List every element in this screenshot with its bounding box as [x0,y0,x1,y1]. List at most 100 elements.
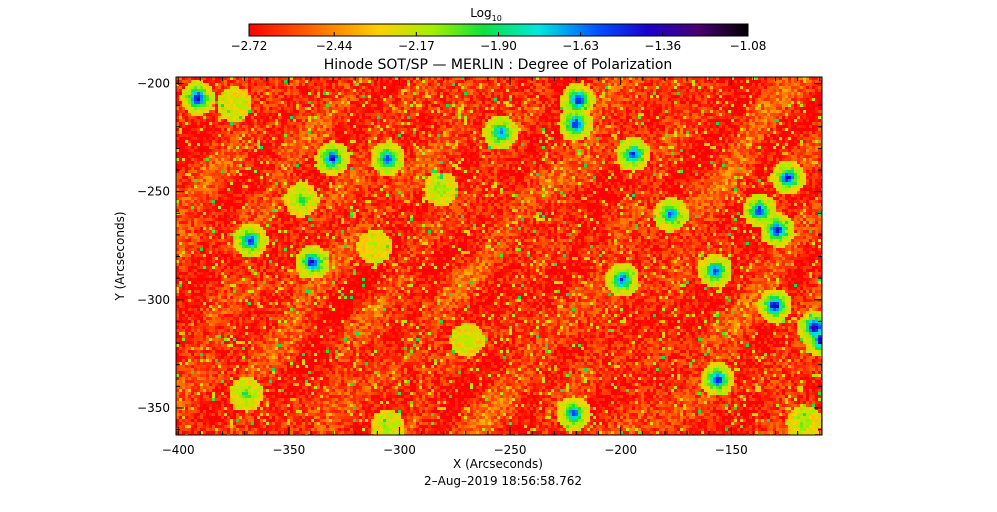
heatmap-cell [488,128,491,131]
heatmap-cell [749,80,752,83]
heatmap-cell [410,137,413,140]
heatmap-cell [278,80,281,83]
heatmap-cell [329,98,332,101]
heatmap-cell [647,110,650,113]
heatmap-cell [719,140,722,143]
heatmap-cell [611,95,614,98]
heatmap-cell [743,83,746,86]
heatmap-cell [632,95,635,98]
heatmap-cell [710,110,713,113]
heatmap-cell [437,143,440,146]
heatmap-cell [386,89,389,92]
heatmap-cell [485,98,488,101]
heatmap-cell [578,134,581,137]
heatmap-cell [803,104,806,107]
heatmap-cell [719,113,722,116]
heatmap-cell [773,80,776,83]
heatmap-cell [785,83,788,86]
heatmap-cell [194,104,197,107]
heatmap-cell [215,119,218,122]
heatmap-cell [458,104,461,107]
heatmap-cell [251,107,254,110]
heatmap-cell [662,92,665,95]
heatmap-cell [683,113,686,116]
heatmap-cell [578,131,581,134]
heatmap-cell [692,92,695,95]
heatmap-cell [533,104,536,107]
heatmap-cell [695,92,698,95]
heatmap-cell [638,140,641,143]
heatmap-cell [215,110,218,113]
heatmap-cell [797,116,800,119]
heatmap-cell [512,119,515,122]
heatmap-cell [581,119,584,122]
heatmap-cell [437,104,440,107]
heatmap-cell [431,116,434,119]
heatmap-cell [365,128,368,131]
heatmap-cell [644,131,647,134]
heatmap-cell [536,119,539,122]
heatmap-cell [794,86,797,89]
heatmap-cell [482,107,485,110]
heatmap-cell [341,134,344,137]
heatmap-cell [272,116,275,119]
heatmap-cell [584,116,587,119]
heatmap-cell [380,95,383,98]
heatmap-cell [812,140,815,143]
heatmap-cell [455,86,458,89]
heatmap-cell [494,137,497,140]
heatmap-cell [752,92,755,95]
heatmap-cell [248,143,251,146]
heatmap-cell [746,77,749,80]
heatmap-cell [452,125,455,128]
heatmap-cell [275,80,278,83]
heatmap-cell [674,131,677,134]
heatmap-cell [569,95,572,98]
heatmap-cell [245,98,248,101]
heatmap-cell [344,107,347,110]
heatmap-cell [266,140,269,143]
heatmap-cell [203,113,206,116]
heatmap-cell [236,128,239,131]
heatmap-cell [737,86,740,89]
heatmap-cell [740,86,743,89]
heatmap-cell [284,128,287,131]
heatmap-cell [581,107,584,110]
heatmap-cell [443,125,446,128]
heatmap-cell [410,101,413,104]
heatmap-cell [521,101,524,104]
heatmap-cell [398,92,401,95]
heatmap-cell [542,140,545,143]
heatmap-cell [653,86,656,89]
heatmap-cell [404,137,407,140]
heatmap-cell [374,95,377,98]
heatmap-cell [506,122,509,125]
heatmap-cell [542,89,545,92]
heatmap-cell [629,107,632,110]
heatmap-cell [734,92,737,95]
heatmap-cell [758,122,761,125]
heatmap-cell [278,83,281,86]
heatmap-cell [308,113,311,116]
heatmap-cell [362,140,365,143]
heatmap-cell [527,131,530,134]
heatmap-cell [809,137,812,140]
heatmap-cell [815,137,818,140]
heatmap-cell [377,95,380,98]
heatmap-cell [353,107,356,110]
heatmap-cell [485,125,488,128]
heatmap-cell [275,104,278,107]
heatmap-cell [275,140,278,143]
heatmap-cell [347,101,350,104]
heatmap-cell [248,116,251,119]
heatmap-cell [410,122,413,125]
heatmap-cell [398,86,401,89]
heatmap-cell [743,134,746,137]
heatmap-cell [509,104,512,107]
heatmap-cell [317,125,320,128]
heatmap-cell [476,125,479,128]
heatmap-cell [497,116,500,119]
heatmap-cell [428,131,431,134]
heatmap-cell [401,134,404,137]
heatmap-cell [680,95,683,98]
